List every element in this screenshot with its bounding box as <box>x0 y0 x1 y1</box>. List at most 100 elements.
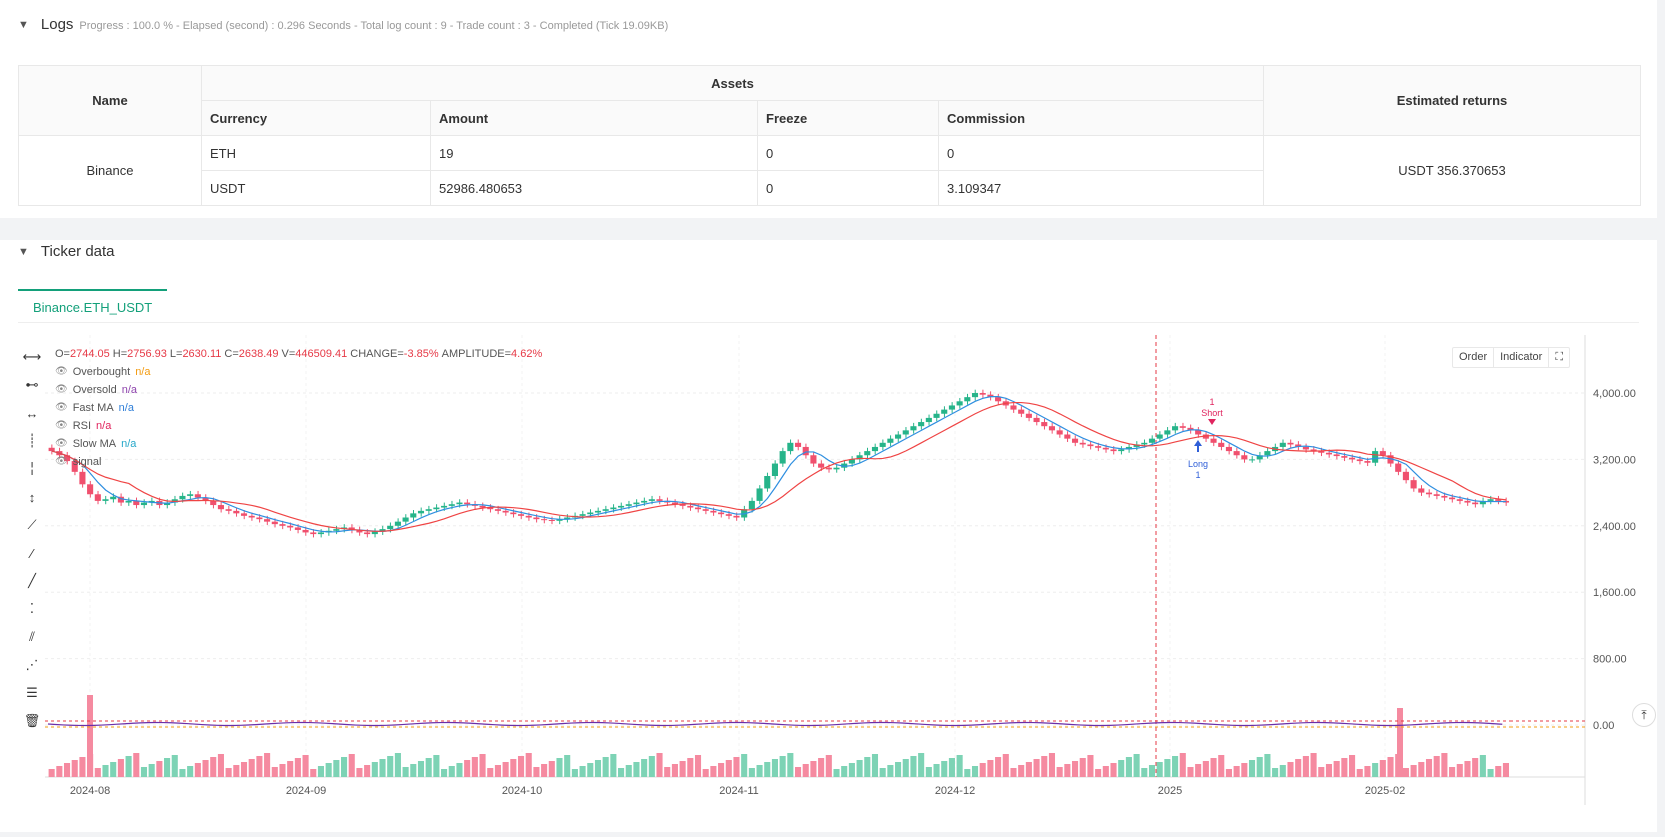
volume-bar <box>87 695 93 777</box>
candle-body <box>1187 427 1194 431</box>
volume-bar <box>610 754 617 777</box>
volume-bar <box>933 764 940 777</box>
indicator-button[interactable]: Indicator <box>1494 348 1550 367</box>
volume-bar <box>1387 757 1394 777</box>
horizontal-segment-icon[interactable]: ↔ <box>25 405 39 421</box>
legend-item-oversold[interactable]: 👁 Oversold n/a <box>55 381 545 399</box>
order-button[interactable]: Order <box>1453 348 1495 367</box>
volume-bar <box>1397 708 1403 777</box>
volume-bar <box>841 766 848 777</box>
candle-body <box>602 509 609 511</box>
candle-body <box>1233 451 1240 456</box>
eye-icon[interactable]: 👁 <box>55 384 68 395</box>
eye-icon[interactable]: 👁 <box>55 420 68 431</box>
volume-bar <box>1118 760 1125 777</box>
candle-body <box>487 507 494 510</box>
legend-item-overbought[interactable]: 👁 Overbought n/a <box>55 363 545 381</box>
candle-body <box>710 510 717 513</box>
candle-body <box>971 393 979 398</box>
chevron-down-icon[interactable]: ▼ <box>18 246 29 258</box>
volume-bar <box>1441 753 1448 777</box>
fullscreen-icon[interactable]: ⛶ <box>1555 351 1564 363</box>
volume-bar <box>1349 755 1356 777</box>
trash-icon[interactable]: 🗑 <box>23 713 41 728</box>
volume-bar <box>279 764 286 777</box>
candle-body <box>633 502 640 505</box>
header-name: Name <box>18 65 202 136</box>
volume-bar <box>1110 763 1117 777</box>
volume-bar <box>94 768 101 777</box>
volume-bar <box>502 762 509 777</box>
candle-body <box>587 512 594 515</box>
price-label-icon[interactable]: ⁚ <box>29 601 35 616</box>
volume-bar <box>510 759 517 777</box>
volume-bar <box>548 761 555 777</box>
candle-body <box>1379 451 1386 456</box>
volume-bar <box>441 769 448 777</box>
candle-body <box>310 532 317 535</box>
legend-item-slow-ma[interactable]: 👁 Slow MA n/a <box>55 435 545 453</box>
volume-bar <box>656 753 663 777</box>
tab-binance-eth-usdt[interactable]: Binance.ETH_USDT <box>18 289 168 323</box>
legend-value: n/a <box>135 366 151 378</box>
short-marker-qty: 1 <box>1209 397 1214 407</box>
ohlc-value: -3.85% <box>403 348 439 360</box>
candle-body <box>1064 434 1071 439</box>
volume-bar <box>571 769 578 777</box>
candle-body <box>1025 413 1032 418</box>
volume-bar <box>348 754 355 777</box>
candle-body <box>887 438 894 443</box>
vertical-line-icon[interactable]: ↕ <box>28 489 36 505</box>
vertical-ray-icon[interactable]: ┊ <box>28 433 36 448</box>
assets-table: Name Assets Estimated returns Currency A… <box>18 65 1641 206</box>
logs-header[interactable]: ▼ Logs Progress : 100.0 % - Elapsed (sec… <box>18 16 668 33</box>
legend-name: Slow MA <box>72 438 117 450</box>
eye-icon[interactable]: 👁 <box>55 456 68 467</box>
legend-item-fast-ma[interactable]: 👁 Fast MA n/a <box>55 399 545 417</box>
ticker-header[interactable]: ▼ Ticker data <box>18 243 115 260</box>
volume-bar <box>1141 768 1148 777</box>
legend-item-signal[interactable]: 👁 signal <box>55 453 545 471</box>
price-chart[interactable]: 4,000.00 3,200.00 2,400.00 1,600.00 800.00 0.… <box>0 335 1657 832</box>
candle-body <box>240 513 248 516</box>
horizontal-line-icon[interactable]: ⟷ <box>22 349 42 364</box>
volume-bar <box>887 765 894 777</box>
scroll-to-latest-icon[interactable]: ⤒ <box>1632 703 1656 727</box>
candle-body <box>433 507 440 510</box>
volume-bar <box>1210 758 1217 777</box>
candle-body <box>895 434 902 439</box>
volume-bar <box>1433 756 1440 777</box>
ray-line-icon[interactable]: ⁄ <box>30 545 34 561</box>
volume-bar <box>1502 763 1509 777</box>
chart-area[interactable]: 4,000.00 3,200.00 2,400.00 1,600.00 800.00 0.… <box>0 335 1657 832</box>
fib-channel-icon[interactable]: ⋰ <box>25 657 39 672</box>
candle-body <box>1395 463 1402 472</box>
horizontal-ray-icon[interactable]: ⊷ <box>25 377 39 392</box>
fib-retracement-icon[interactable]: ☰ <box>26 685 38 700</box>
parallel-channel-icon[interactable]: ⫽ <box>29 629 35 644</box>
candle-body <box>933 413 940 418</box>
volume-bar <box>294 758 301 777</box>
eye-icon[interactable]: 👁 <box>55 402 68 413</box>
chevron-down-icon[interactable]: ▼ <box>18 19 29 31</box>
straight-line-icon[interactable]: ╱ <box>28 573 36 588</box>
volume-bar <box>1095 769 1102 777</box>
volume-bar <box>679 761 686 777</box>
candle-body <box>348 527 355 530</box>
volume-bar <box>1148 765 1156 777</box>
candle-body <box>133 500 140 506</box>
volume-bar <box>1156 762 1163 777</box>
legend-item-rsi[interactable]: 👁 RSI n/a <box>55 417 545 435</box>
eye-icon[interactable]: 👁 <box>55 366 68 377</box>
candle-body <box>1087 444 1094 447</box>
candle-body <box>202 497 209 501</box>
ohlc-label: C= <box>224 348 239 360</box>
rsi-line <box>47 721 1503 727</box>
volume-bar <box>1164 759 1171 777</box>
volume-bar <box>341 757 348 777</box>
volume-bar <box>479 754 486 777</box>
eye-icon[interactable]: 👁 <box>55 438 68 449</box>
volume-bar <box>756 765 763 777</box>
vertical-segment-icon[interactable]: ╎ <box>28 461 36 476</box>
trend-line-icon[interactable]: ⟋ <box>27 517 37 532</box>
